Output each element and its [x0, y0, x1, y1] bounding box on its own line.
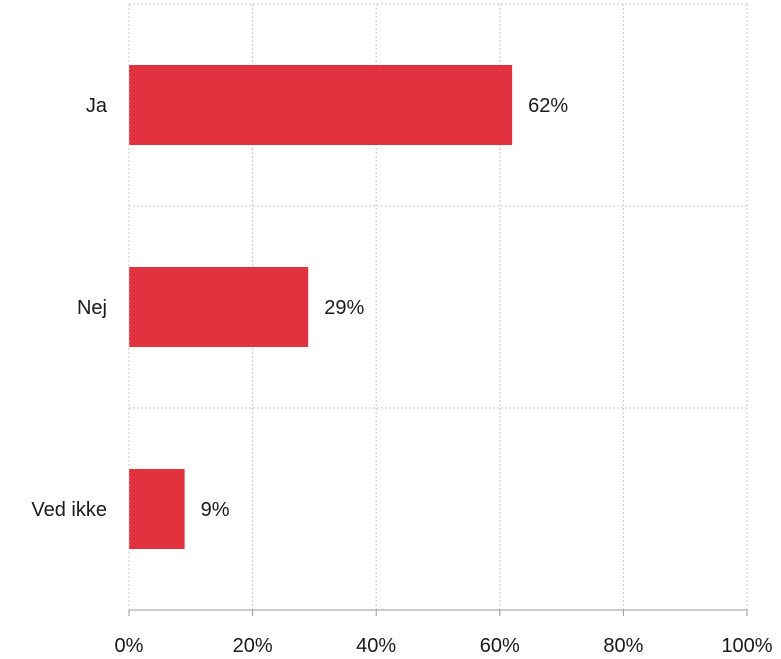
bar: [129, 267, 309, 347]
bar: [129, 65, 513, 145]
category-label: Ved ikke: [31, 499, 107, 521]
bar-layer: [129, 65, 513, 549]
x-tick-label: 60%: [480, 635, 520, 657]
x-tick-label: 40%: [356, 635, 396, 657]
data-label: 62%: [528, 95, 568, 117]
x-tick-label: 20%: [233, 635, 273, 657]
data-label: 29%: [324, 297, 364, 319]
category-label: Nej: [77, 297, 107, 319]
x-tick-label: 100%: [721, 635, 772, 657]
bar: [129, 469, 185, 549]
label-layer: Ja 62% Nej 29% Ved ikke 9% 0% 20% 40% 60% 80% 100%: [31, 95, 772, 657]
x-tick-label: 0%: [115, 635, 144, 657]
category-label: Ja: [86, 95, 108, 117]
data-label: 9%: [201, 499, 230, 521]
x-tick-label: 80%: [603, 635, 643, 657]
axis-layer: [128, 4, 748, 616]
